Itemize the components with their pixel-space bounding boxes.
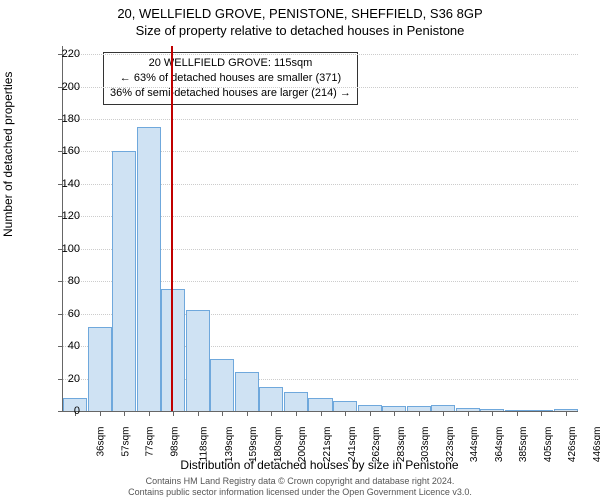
xtick-label: 98sqm [169, 427, 180, 457]
histogram-bar [137, 127, 161, 411]
xtick-mark [419, 411, 420, 416]
xtick-label: 364sqm [494, 427, 505, 463]
xtick-label: 405sqm [543, 427, 554, 463]
xtick-label: 385sqm [518, 427, 529, 463]
xtick-mark [345, 411, 346, 416]
xtick-mark [566, 411, 567, 416]
ytick-label: 140 [50, 178, 80, 190]
footer-text: Contains HM Land Registry data © Crown c… [0, 476, 600, 498]
xtick-mark [370, 411, 371, 416]
xtick-mark [492, 411, 493, 416]
ytick-label: 60 [50, 308, 80, 320]
ytick-label: 100 [50, 243, 80, 255]
ytick-label: 200 [50, 81, 80, 93]
marker-line [171, 46, 173, 411]
ytick-label: 0 [50, 405, 80, 417]
xtick-mark [271, 411, 272, 416]
xtick-label: 303sqm [420, 427, 431, 463]
xtick-mark [443, 411, 444, 416]
xtick-label: 36sqm [96, 427, 107, 457]
xtick-label: 139sqm [224, 427, 235, 463]
info-box: 20 WELLFIELD GROVE: 115sqm ← 63% of deta… [103, 52, 358, 105]
xtick-mark [468, 411, 469, 416]
gridline [63, 119, 578, 120]
xtick-mark [198, 411, 199, 416]
histogram-bar [259, 387, 283, 411]
xtick-mark [149, 411, 150, 416]
gridline [63, 54, 578, 55]
xtick-mark [124, 411, 125, 416]
xtick-label: 283sqm [396, 427, 407, 463]
xtick-mark [222, 411, 223, 416]
xtick-label: 118sqm [199, 427, 210, 462]
xtick-mark [321, 411, 322, 416]
ytick-label: 220 [50, 48, 80, 60]
xtick-label: 323sqm [445, 427, 456, 463]
xtick-mark [296, 411, 297, 416]
footer-line-1: Contains HM Land Registry data © Crown c… [0, 476, 600, 487]
ytick-label: 180 [50, 113, 80, 125]
xtick-label: 262sqm [371, 427, 382, 463]
chart-container: 20, WELLFIELD GROVE, PENISTONE, SHEFFIEL… [0, 0, 600, 500]
chart-title: 20, WELLFIELD GROVE, PENISTONE, SHEFFIEL… [0, 0, 600, 21]
xtick-label: 159sqm [248, 427, 259, 463]
info-line-2: ← 63% of detached houses are smaller (37… [110, 71, 351, 86]
info-line-1: 20 WELLFIELD GROVE: 115sqm [110, 56, 351, 71]
histogram-bar [284, 392, 308, 411]
ytick-label: 40 [50, 340, 80, 352]
xtick-mark [247, 411, 248, 416]
xtick-mark [541, 411, 542, 416]
xtick-label: 221sqm [322, 427, 333, 463]
histogram-bar [333, 401, 357, 411]
ytick-label: 20 [50, 373, 80, 385]
xtick-label: 241sqm [347, 427, 358, 463]
xtick-mark [517, 411, 518, 416]
footer-line-2: Contains public sector information licen… [0, 487, 600, 498]
ytick-label: 120 [50, 210, 80, 222]
gridline [63, 87, 578, 88]
histogram-bar [88, 327, 112, 411]
xtick-label: 180sqm [273, 427, 284, 463]
histogram-bar [308, 398, 332, 411]
info-line-3: 36% of semi-detached houses are larger (… [110, 86, 351, 101]
xtick-label: 200sqm [298, 427, 309, 463]
y-axis-label: Number of detached properties [1, 72, 15, 237]
xtick-label: 57sqm [120, 427, 131, 457]
chart-subtitle: Size of property relative to detached ho… [0, 21, 600, 38]
plot-area: 20 WELLFIELD GROVE: 115sqm ← 63% of deta… [62, 46, 578, 412]
histogram-bar [210, 359, 234, 411]
xtick-mark [394, 411, 395, 416]
xtick-label: 344sqm [469, 427, 480, 463]
ytick-label: 80 [50, 275, 80, 287]
histogram-bar [161, 289, 185, 411]
histogram-bar [235, 372, 259, 411]
xtick-label: 77sqm [145, 427, 156, 457]
xtick-mark [173, 411, 174, 416]
ytick-label: 160 [50, 145, 80, 157]
xtick-label: 426sqm [567, 427, 578, 463]
histogram-bar [186, 310, 210, 411]
xtick-mark [100, 411, 101, 416]
histogram-bar [112, 151, 136, 411]
xtick-label: 446sqm [592, 427, 600, 463]
